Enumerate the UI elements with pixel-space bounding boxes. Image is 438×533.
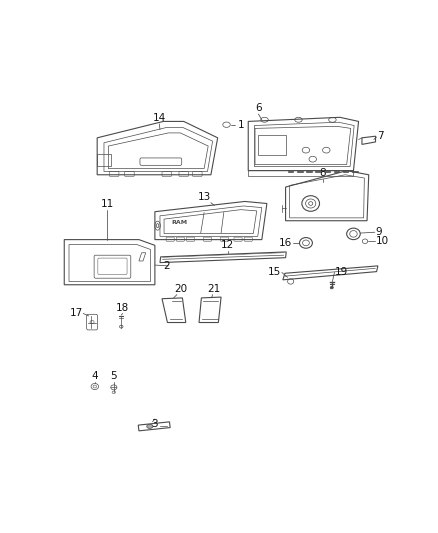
Text: 11: 11 <box>101 199 114 209</box>
Text: 3: 3 <box>152 418 158 429</box>
Text: 15: 15 <box>268 268 282 278</box>
Text: RAM: RAM <box>172 220 188 225</box>
Ellipse shape <box>330 286 333 289</box>
Text: 1: 1 <box>237 120 244 130</box>
Text: 5: 5 <box>110 371 117 381</box>
Text: 6: 6 <box>255 103 262 113</box>
Text: 14: 14 <box>153 113 166 123</box>
Text: 19: 19 <box>335 268 348 278</box>
Text: 2: 2 <box>163 261 170 271</box>
Text: 8: 8 <box>320 168 326 178</box>
Text: 12: 12 <box>221 240 234 250</box>
Text: 7: 7 <box>377 131 384 141</box>
Text: 21: 21 <box>207 284 220 294</box>
Text: 16: 16 <box>279 238 293 248</box>
Ellipse shape <box>147 424 153 429</box>
Text: 4: 4 <box>92 371 98 381</box>
Text: 10: 10 <box>375 236 389 246</box>
Text: 20: 20 <box>174 284 187 294</box>
Text: 9: 9 <box>375 227 382 237</box>
Text: 13: 13 <box>198 192 211 202</box>
Text: 18: 18 <box>116 303 129 313</box>
Text: 17: 17 <box>69 308 83 318</box>
